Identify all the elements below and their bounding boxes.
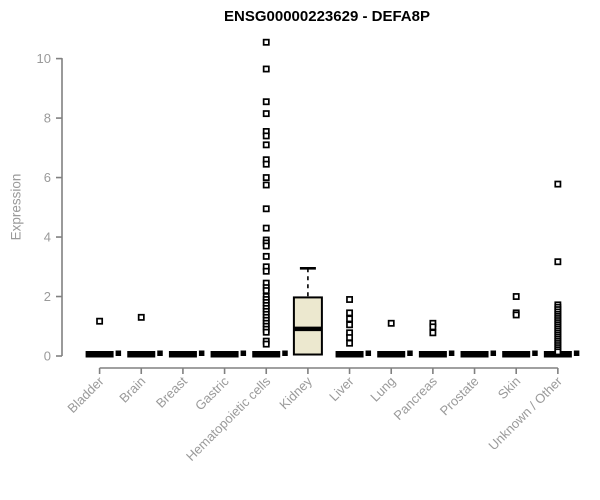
zero-outlier-marker — [573, 350, 580, 356]
collapsed-box — [335, 351, 364, 358]
collapsed-box — [418, 351, 447, 358]
outlier-point — [262, 181, 270, 189]
zero-outlier-marker — [490, 350, 497, 356]
zero-outlier-marker — [365, 350, 372, 356]
collapsed-box — [168, 351, 197, 358]
x-tick-label: Unknown / Other — [485, 373, 565, 453]
outlier-point — [387, 319, 395, 327]
outlier-point — [137, 313, 145, 321]
x-tick-label: Kidney — [276, 373, 315, 412]
outlier-point — [262, 340, 270, 348]
box — [292, 296, 323, 356]
zero-outlier-marker — [157, 350, 163, 356]
y-tick-label: 2 — [44, 289, 51, 304]
collapsed-box — [210, 351, 239, 358]
outlier-point — [262, 38, 270, 46]
outlier-point — [429, 329, 437, 337]
outlier-point — [429, 323, 437, 331]
outlier-point — [346, 296, 354, 303]
collapsed-box — [502, 351, 531, 358]
outlier-point — [262, 110, 270, 118]
outlier-point — [346, 334, 354, 342]
y-tick-label: 6 — [44, 170, 51, 185]
x-tick-label: Pancreas — [391, 373, 441, 423]
x-tick-label: Prostate — [437, 374, 482, 419]
outlier-point — [554, 258, 562, 266]
y-tick-label: 0 — [44, 349, 51, 364]
chart-title: ENSG00000223629 - DEFA8P — [224, 8, 430, 25]
y-tick-label: 4 — [44, 230, 51, 245]
collapsed-box — [460, 351, 489, 358]
outlier-point — [262, 252, 270, 260]
outlier-point — [346, 339, 354, 347]
y-tick-label: 10 — [37, 51, 51, 66]
x-tick-label: Gastric — [192, 373, 232, 413]
outlier-point — [262, 242, 270, 250]
x-tick-label: Bladder — [64, 373, 107, 416]
x-tick-label: Skin — [495, 374, 523, 402]
outlier-point — [262, 267, 270, 275]
outlier-point — [262, 98, 270, 106]
outlier-point — [554, 348, 562, 356]
outlier-point — [262, 132, 270, 140]
y-axis-title: Expression — [8, 173, 24, 241]
outlier-point — [346, 321, 354, 329]
outlier-point — [262, 174, 270, 182]
outlier-point — [512, 311, 520, 319]
outlier-point — [96, 317, 104, 325]
collapsed-box — [252, 351, 281, 358]
outlier-point — [262, 287, 270, 295]
x-tick-label: Breast — [153, 373, 190, 410]
zero-outlier-marker — [532, 350, 538, 356]
zero-outlier-marker — [282, 350, 288, 356]
outlier-point — [262, 328, 270, 336]
zero-outlier-marker — [198, 350, 205, 356]
outlier-point — [262, 160, 270, 168]
outlier-point — [346, 315, 354, 323]
x-tick-label: Liver — [326, 373, 357, 404]
outlier-point — [346, 309, 354, 317]
outlier-point — [554, 180, 562, 188]
zero-outlier-marker — [115, 350, 122, 356]
outlier-point — [262, 224, 270, 232]
zero-outlier-marker — [448, 350, 455, 356]
y-tick-label: 8 — [44, 111, 51, 126]
outlier-point — [512, 293, 520, 300]
collapsed-box — [85, 351, 114, 358]
x-tick-label: Brain — [116, 374, 148, 406]
outlier-point — [262, 205, 270, 213]
zero-outlier-marker — [407, 350, 413, 356]
outlier-point — [262, 65, 270, 73]
collapsed-box — [377, 351, 406, 358]
outlier-point — [262, 141, 270, 149]
zero-outlier-marker — [240, 350, 247, 356]
collapsed-box — [127, 351, 156, 358]
x-tick-label: Lung — [367, 374, 398, 405]
